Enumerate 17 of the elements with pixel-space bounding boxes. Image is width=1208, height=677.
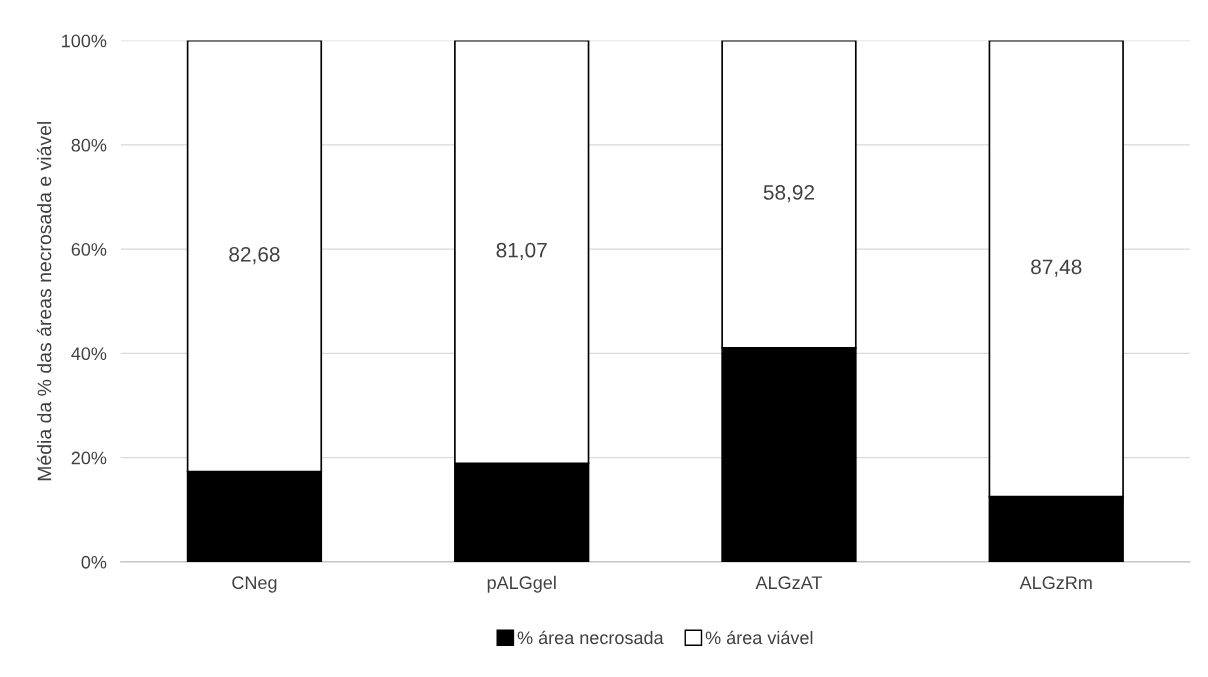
data-label: 87,48: [1031, 259, 1082, 277]
x-tick-label: ALGzAT: [755, 576, 823, 590]
y-tick-label: 20%: [71, 451, 107, 465]
y-tick-label: 100%: [62, 34, 107, 48]
y-tick-label: 80%: [71, 138, 107, 152]
x-tick-label: ALGzRm: [1019, 576, 1092, 590]
y-tick-label: 0%: [81, 555, 107, 569]
x-tick-label: pALGgel: [487, 575, 556, 593]
data-label: 82,68: [229, 246, 280, 265]
legend-label: % área necrosada: [517, 630, 664, 645]
data-label: 81,07: [496, 242, 547, 260]
y-tick-label: 40%: [71, 347, 107, 361]
data-label: 58,92: [763, 185, 814, 203]
legend-label: % área viável: [705, 630, 813, 645]
x-tick-label: CNeg: [232, 576, 277, 593]
y-tick-label: 60%: [71, 243, 107, 256]
y-axis-title: Média da % das áreas necrosada e viável: [36, 122, 52, 481]
